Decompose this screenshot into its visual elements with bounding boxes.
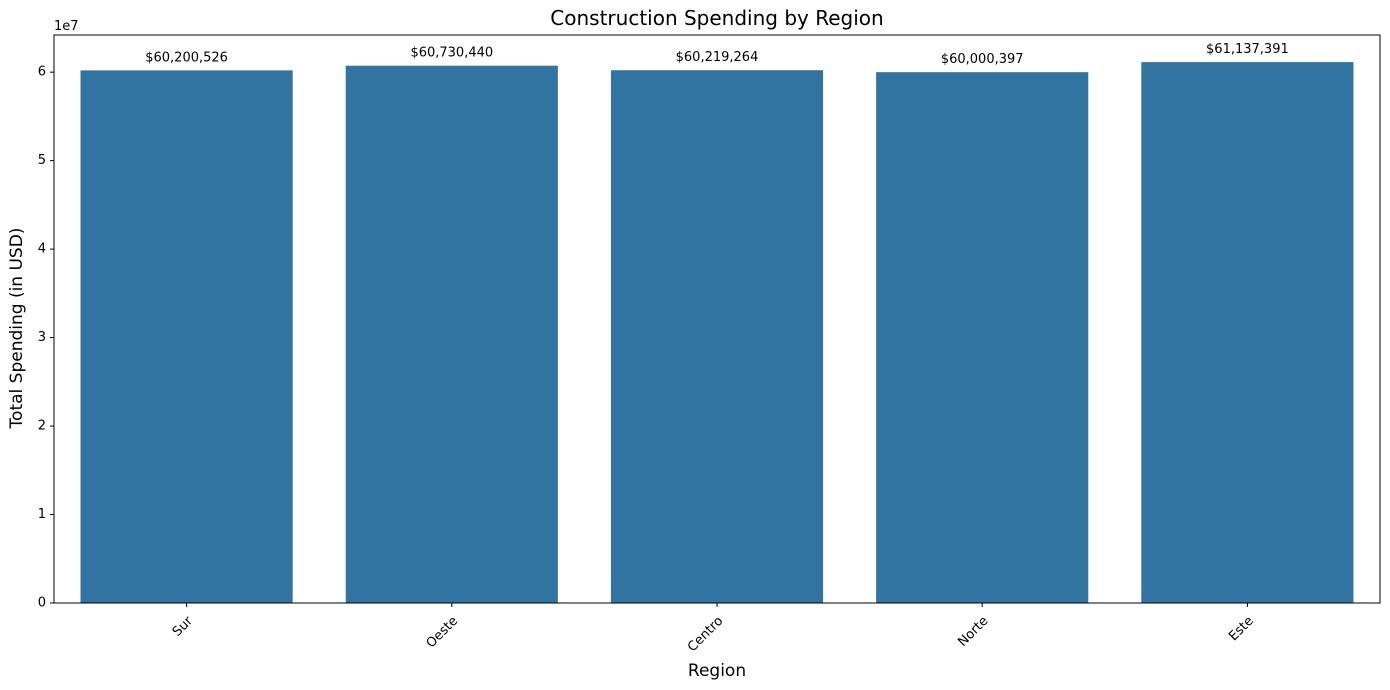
x-tick-label: Sur	[170, 613, 197, 640]
bar-value-label: $60,000,397	[941, 52, 1024, 67]
y-tick-label: 0	[38, 596, 46, 611]
x-tick-label: Este	[1226, 614, 1256, 644]
x-tick-label: Oeste	[424, 614, 462, 652]
y-tick-label: 6	[38, 65, 46, 80]
bar-value-label: $60,200,526	[145, 50, 228, 65]
bar-este	[1141, 62, 1354, 603]
x-axis-ticks: Sur Oeste Centro Norte Este	[170, 603, 1257, 655]
x-tick-label: Centro	[685, 614, 726, 655]
y-tick-label: 5	[38, 153, 46, 168]
bar-centro	[610, 70, 824, 603]
y-tick-label: 4	[38, 242, 46, 257]
y-tick-label: 1	[38, 507, 46, 522]
bar-value-label: $61,137,391	[1206, 42, 1289, 57]
y-axis-label: Total Spending (in USD)	[7, 228, 27, 430]
y-tick-label: 2	[38, 419, 46, 434]
y-axis-offset-label: 1e7	[54, 19, 79, 34]
y-axis-ticks: 0 1 2 3 4 5 6	[38, 65, 54, 611]
bar-oeste	[345, 65, 558, 604]
x-axis-label: Region	[688, 661, 746, 681]
chart-title: Construction Spending by Region	[550, 6, 883, 30]
y-tick-label: 3	[38, 330, 46, 345]
bar-value-label: $60,219,264	[676, 50, 759, 65]
bar-norte	[876, 72, 1089, 603]
bar-value-labels: $60,200,526 $60,730,440 $60,219,264 $60,000…	[145, 42, 1289, 67]
bar-value-label: $60,730,440	[410, 46, 493, 61]
plot-area-frame	[53, 34, 1381, 604]
x-tick-label: Norte	[955, 614, 991, 650]
bars-group	[80, 62, 1354, 604]
bar-sur	[80, 70, 293, 603]
